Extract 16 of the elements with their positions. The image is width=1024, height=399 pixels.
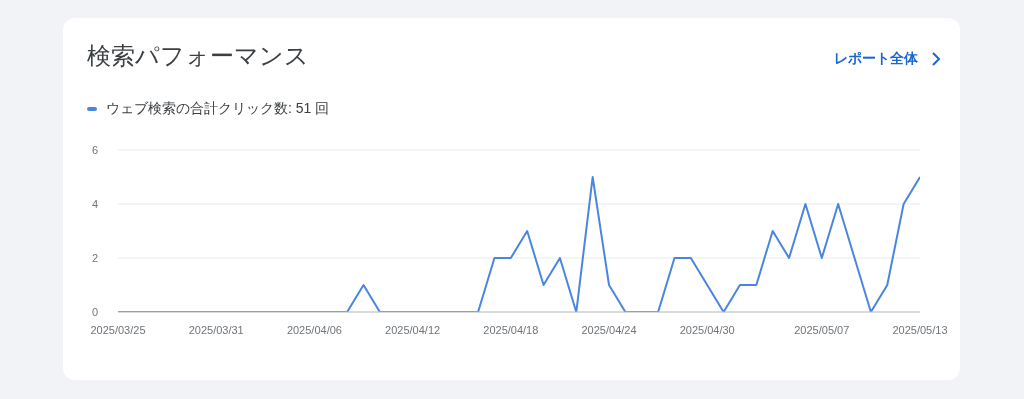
x-tick-label: 2025/03/31: [188, 323, 244, 336]
x-tick-label: 2025/04/30: [679, 323, 735, 336]
x-tick-label: 2025/04/24: [581, 323, 637, 336]
x-tick-label: 2025/04/12: [385, 323, 441, 336]
x-tick-label: 2025/03/25: [90, 323, 146, 336]
chart-title: 検索パフォーマンス: [87, 41, 309, 71]
x-tick-label: 2025/05/07: [794, 323, 850, 336]
y-tick-label: 0: [91, 305, 98, 318]
y-tick-label: 2: [91, 251, 98, 264]
x-tick-label: 2025/04/06: [286, 323, 342, 336]
x-tick-label: 2025/05/13: [892, 323, 948, 336]
y-tick-label: 4: [91, 197, 98, 210]
text: レポート全体: [834, 50, 918, 68]
y-tick-label: 6: [91, 143, 98, 156]
x-tick-label: 2025/04/18: [483, 323, 539, 336]
legend-label: ウェブ検索の合計クリック数: 51 回: [105, 100, 330, 118]
